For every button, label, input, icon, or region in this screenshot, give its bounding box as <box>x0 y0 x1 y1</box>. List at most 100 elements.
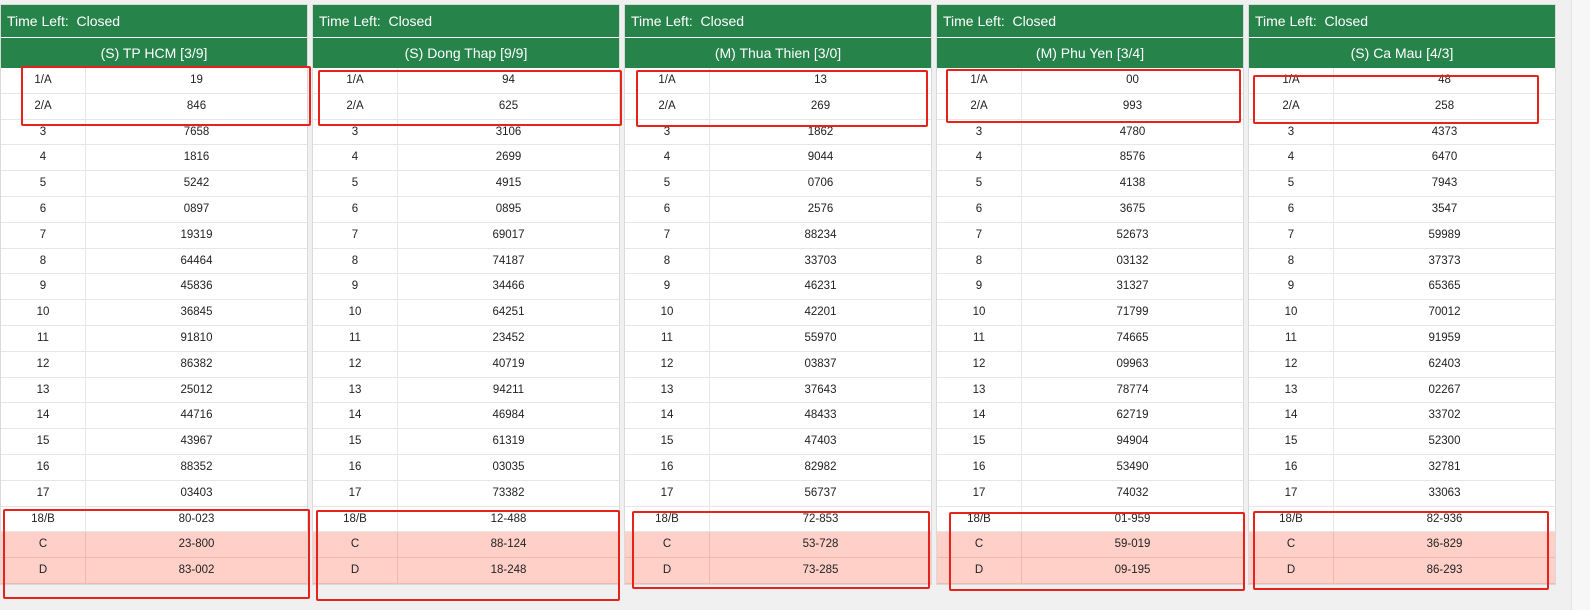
prize-code: 5 <box>1 171 86 196</box>
prize-number: 40719 <box>492 357 525 370</box>
result-panel: Time Left: Closed (S) Dong Thap [9/9] 1/… <box>312 4 620 585</box>
table-row: 7 19319 <box>1 222 307 249</box>
prize-number: 33063 <box>1428 486 1461 499</box>
prize-code: 12 <box>625 351 710 377</box>
prize-code: 15 <box>313 429 398 454</box>
prize-number: 3675 <box>1119 202 1146 215</box>
table-row: 6 0897 <box>1 196 307 223</box>
prize-table: 1/A 19 2/A 846 3 7658 4 1816 5 5242 6 0897 7 19… <box>1 68 307 584</box>
table-row: 8 37373 <box>1249 248 1555 275</box>
table-row: 11 55970 <box>625 325 931 352</box>
prize-code: 1/A <box>625 68 710 93</box>
table-row: 9 46231 <box>625 274 931 301</box>
prize-number: 23452 <box>492 331 525 344</box>
prize-number: 52673 <box>1116 228 1149 241</box>
prize-number: 82-936 <box>1426 512 1463 525</box>
table-row: 1/A 94 <box>313 68 619 94</box>
table-row: 11 74665 <box>937 325 1243 352</box>
table-row: 10 42201 <box>625 300 931 326</box>
prize-number: 69017 <box>492 228 525 241</box>
prize-table: 1/A 13 2/A 269 3 1862 4 9044 5 0706 6 2576 7 88… <box>625 68 931 584</box>
prize-number: 846 <box>186 99 207 112</box>
table-row: 13 94211 <box>313 377 619 404</box>
prize-number: 88234 <box>804 228 837 241</box>
prize-number: 37643 <box>804 383 837 396</box>
table-row: 18/B 72-853 <box>625 506 931 533</box>
table-row: 8 64464 <box>1 248 307 275</box>
prize-number: 32781 <box>1428 460 1461 473</box>
prize-code: 12 <box>1249 351 1334 377</box>
prize-code: 4 <box>313 145 398 171</box>
prize-number: 2699 <box>495 151 522 164</box>
table-row: 16 32781 <box>1249 454 1555 481</box>
table-row: 8 74187 <box>313 248 619 275</box>
result-panel: Time Left: Closed (M) Phu Yen [3/4] 1/A 0… <box>936 4 1244 585</box>
table-row: 8 33703 <box>625 248 931 275</box>
table-row: 14 33702 <box>1249 403 1555 430</box>
table-row: 9 34466 <box>313 274 619 301</box>
prize-number: 33703 <box>804 254 837 267</box>
prize-code: 5 <box>937 171 1022 196</box>
prize-number: 62403 <box>1428 357 1461 370</box>
table-row: 18/B 01-959 <box>937 506 1243 533</box>
result-panel: Time Left: Closed (M) Thua Thien [3/0] 1… <box>624 4 932 585</box>
prize-code: 10 <box>937 300 1022 325</box>
prize-code: 6 <box>1249 196 1334 222</box>
prize-number: 61319 <box>492 435 525 448</box>
prize-code: 3 <box>1 119 86 145</box>
prize-number: 94 <box>502 74 515 86</box>
table-row: 16 82982 <box>625 454 931 481</box>
prize-code: D <box>1249 558 1334 583</box>
prize-number: 269 <box>810 99 831 112</box>
table-row: 4 2699 <box>313 145 619 172</box>
prize-code: 8 <box>313 248 398 274</box>
prize-code: 13 <box>1 377 86 403</box>
prize-number: 53-728 <box>802 538 839 551</box>
table-row: 14 48433 <box>625 403 931 430</box>
table-row: 5 0706 <box>625 171 931 197</box>
prize-code: 9 <box>625 274 710 300</box>
prize-number: 56737 <box>804 486 837 499</box>
prize-number: 64464 <box>180 254 213 267</box>
prize-number: 03035 <box>492 460 525 473</box>
table-row: 4 6470 <box>1249 145 1555 172</box>
table-row: 12 86382 <box>1 351 307 378</box>
prize-number: 03132 <box>1116 254 1149 267</box>
table-row: 12 03837 <box>625 351 931 378</box>
prize-code: 16 <box>313 454 398 480</box>
time-left-bar: Time Left: Closed <box>1 5 307 38</box>
table-row: 7 59989 <box>1249 222 1555 249</box>
prize-code: D <box>313 558 398 583</box>
prize-number: 0706 <box>807 177 834 190</box>
prize-code: 17 <box>1 480 86 506</box>
prize-table: 1/A 48 2/A 258 3 4373 4 6470 5 7943 6 3547 7 59… <box>1249 68 1555 584</box>
prize-code: 2/A <box>937 93 1022 119</box>
prize-number: 19319 <box>180 228 213 241</box>
table-row: 4 1816 <box>1 145 307 172</box>
prize-number: 09963 <box>1116 357 1149 370</box>
prize-number: 73-285 <box>802 564 839 577</box>
prize-number: 13 <box>814 74 827 86</box>
table-row: 1/A 19 <box>1 68 307 94</box>
table-row: 7 88234 <box>625 222 931 249</box>
prize-number: 36-829 <box>1426 538 1463 551</box>
prize-code: 15 <box>937 429 1022 454</box>
table-row: 18/B 82-936 <box>1249 506 1555 533</box>
table-row: 5 4915 <box>313 171 619 197</box>
table-row: C 36-829 <box>1249 532 1555 559</box>
table-row: 1/A 13 <box>625 68 931 94</box>
table-row: 14 44716 <box>1 403 307 430</box>
prize-code: 9 <box>1 274 86 300</box>
table-row: 3 4780 <box>937 119 1243 146</box>
region-title: (S) Ca Mau [4/3] <box>1249 38 1555 68</box>
prize-code: 15 <box>625 429 710 454</box>
prize-number: 88-124 <box>490 538 527 551</box>
prize-code: 11 <box>937 325 1022 351</box>
prize-number: 83-002 <box>178 564 215 577</box>
prize-code: D <box>625 558 710 583</box>
table-row: 12 40719 <box>313 351 619 378</box>
prize-number: 82982 <box>804 460 837 473</box>
page-scrollbar[interactable] <box>1571 0 1590 610</box>
prize-number: 0895 <box>495 202 522 215</box>
prize-number: 55970 <box>804 331 837 344</box>
